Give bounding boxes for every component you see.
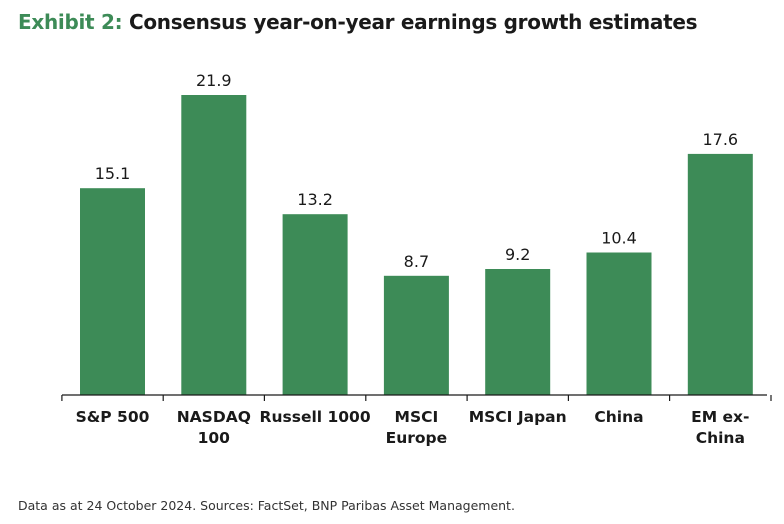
bar — [80, 188, 145, 395]
bar-chart: 15.1 S&P 500 21.9 NASDAQ 100 13.2 Russell 1000… — [61, 71, 772, 447]
data-label: 9.2 — [505, 245, 530, 264]
data-label: 10.4 — [601, 229, 637, 248]
bar — [282, 214, 348, 395]
data-label: 8.7 — [404, 252, 429, 271]
x-tick-label: S&P 500 — [76, 408, 150, 426]
x-tick-label: NASDAQ 100 — [177, 408, 251, 447]
exhibit-prefix: Exhibit 2: — [18, 10, 123, 34]
x-tick-label: EM ex-China — [691, 408, 749, 447]
title-text: Consensus year-on-year earnings growth e… — [128, 10, 698, 34]
data-label: 17.6 — [702, 130, 738, 149]
bar — [687, 153, 753, 395]
x-tick-label: Russell 1000 — [260, 408, 371, 426]
data-label: 15.1 — [95, 164, 131, 183]
bar — [586, 252, 652, 395]
data-label: 21.9 — [196, 71, 232, 90]
x-tick-label: MSCI Europe — [386, 408, 448, 447]
chart-title: Exhibit 2: Consensus year-on-year earnin… — [18, 10, 698, 34]
data-label: 13.2 — [297, 190, 333, 209]
x-tick-label: China — [594, 408, 643, 426]
bar — [181, 95, 247, 395]
x-tick-label: MSCI Japan — [469, 408, 567, 426]
bar — [485, 269, 551, 395]
bar — [383, 275, 449, 395]
source-footnote: Data as at 24 October 2024. Sources: Fac… — [18, 498, 515, 513]
